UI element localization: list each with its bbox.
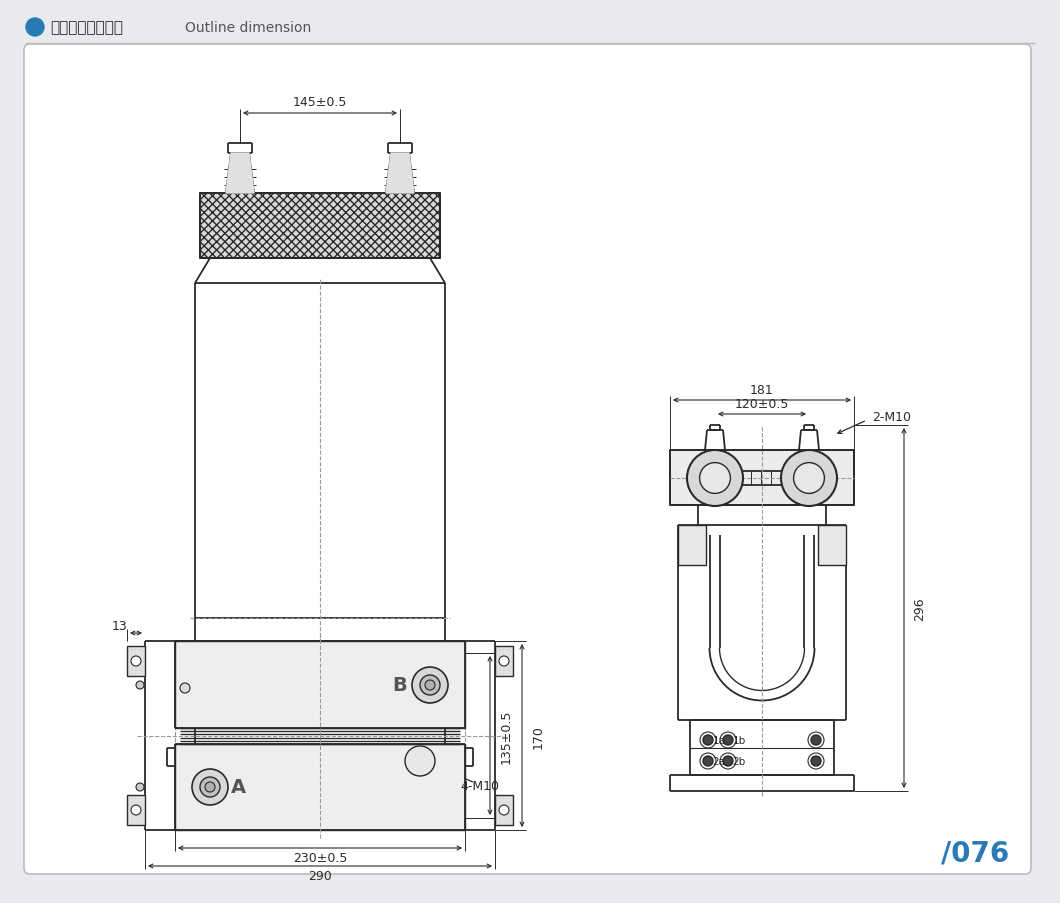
- Text: 2a: 2a: [712, 756, 725, 766]
- Circle shape: [131, 656, 141, 666]
- Bar: [175, 744, 465, 830]
- Bar: [818, 526, 846, 565]
- Circle shape: [405, 746, 435, 777]
- Circle shape: [136, 783, 144, 791]
- Text: 145±0.5: 145±0.5: [293, 96, 348, 108]
- Circle shape: [811, 756, 822, 766]
- Circle shape: [136, 681, 144, 689]
- FancyBboxPatch shape: [24, 45, 1031, 874]
- Circle shape: [420, 675, 440, 695]
- Circle shape: [131, 805, 141, 815]
- Text: 290: 290: [308, 870, 332, 882]
- Polygon shape: [386, 154, 414, 194]
- Text: B: B: [392, 675, 407, 694]
- Text: A: A: [230, 777, 246, 796]
- Circle shape: [703, 756, 713, 766]
- Circle shape: [412, 667, 448, 703]
- Circle shape: [499, 805, 509, 815]
- Bar: [127, 796, 145, 825]
- Bar: [200, 194, 440, 259]
- Text: /076: /076: [941, 839, 1009, 867]
- Text: 2-M10: 2-M10: [872, 411, 912, 424]
- Text: 2b: 2b: [732, 756, 745, 766]
- Circle shape: [26, 19, 45, 37]
- Bar: [127, 647, 145, 676]
- Polygon shape: [226, 154, 254, 194]
- Text: 120±0.5: 120±0.5: [735, 398, 790, 411]
- Circle shape: [811, 735, 822, 745]
- Text: 170: 170: [531, 724, 545, 748]
- Bar: [495, 647, 513, 676]
- Circle shape: [205, 782, 215, 792]
- Circle shape: [200, 777, 220, 797]
- Text: 296: 296: [914, 597, 926, 620]
- Circle shape: [700, 463, 730, 494]
- Text: 181: 181: [750, 384, 774, 397]
- Text: 13: 13: [112, 619, 128, 633]
- Bar: [175, 641, 465, 728]
- Text: 135±0.5: 135±0.5: [499, 709, 512, 763]
- Bar: [495, 796, 513, 825]
- Circle shape: [703, 735, 713, 745]
- Circle shape: [425, 680, 435, 690]
- Circle shape: [687, 451, 743, 507]
- Circle shape: [180, 684, 190, 694]
- Circle shape: [499, 656, 509, 666]
- Text: 1b: 1b: [732, 735, 745, 745]
- Circle shape: [723, 756, 734, 766]
- Circle shape: [192, 769, 228, 805]
- Text: 4-M10: 4-M10: [460, 779, 499, 793]
- Bar: [678, 526, 706, 565]
- Text: Outline dimension: Outline dimension: [186, 21, 312, 35]
- Text: 230±0.5: 230±0.5: [293, 852, 348, 864]
- Bar: [670, 451, 854, 506]
- Text: 1a: 1a: [712, 735, 725, 745]
- Circle shape: [781, 451, 837, 507]
- Text: 外形及安装示意图: 外形及安装示意图: [50, 21, 123, 35]
- Circle shape: [723, 735, 734, 745]
- Circle shape: [794, 463, 825, 494]
